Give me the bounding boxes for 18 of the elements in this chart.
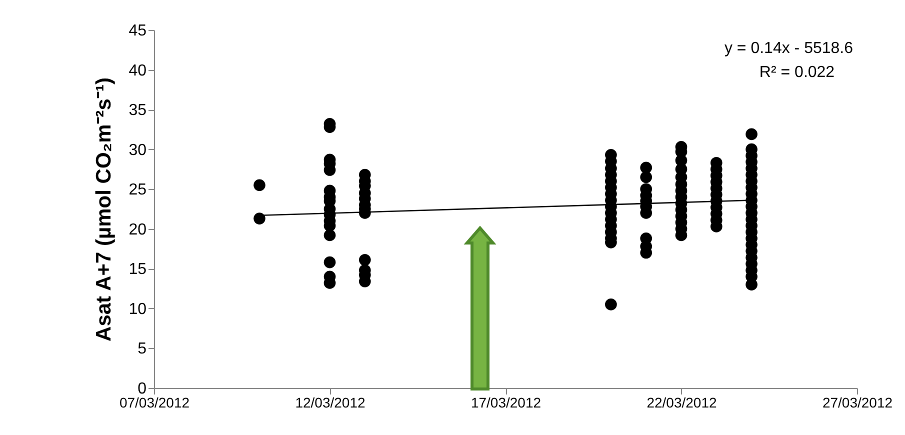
y-tick-label: 20 [128,221,147,238]
x-tick-label: 27/03/2012 [822,394,893,410]
x-tick-label: 07/03/2012 [119,394,190,410]
y-tick-label: 30 [128,142,147,159]
y-axis-title: Asat A+7 (µmol CO₂m⁻²s⁻¹) [92,78,116,342]
x-tick-label: 12/03/2012 [295,394,366,410]
y-tick-label: 40 [128,62,147,80]
y-tick-label: 10 [128,300,147,318]
x-tick-label: 17/03/2012 [470,394,542,410]
y-tick-label: 35 [128,102,147,120]
annotation: R² = 0.022 [759,64,835,81]
x-tick-label: 22/03/2012 [646,394,717,410]
y-tick-label: 25 [128,182,147,199]
y-tick-label: 5 [138,340,147,358]
annotation: y = 0.14x - 5518.6 [724,40,854,57]
y-tick-label: 15 [128,261,147,278]
y-tick-label: 0 [138,380,147,398]
y-tick-label: 45 [128,22,147,40]
